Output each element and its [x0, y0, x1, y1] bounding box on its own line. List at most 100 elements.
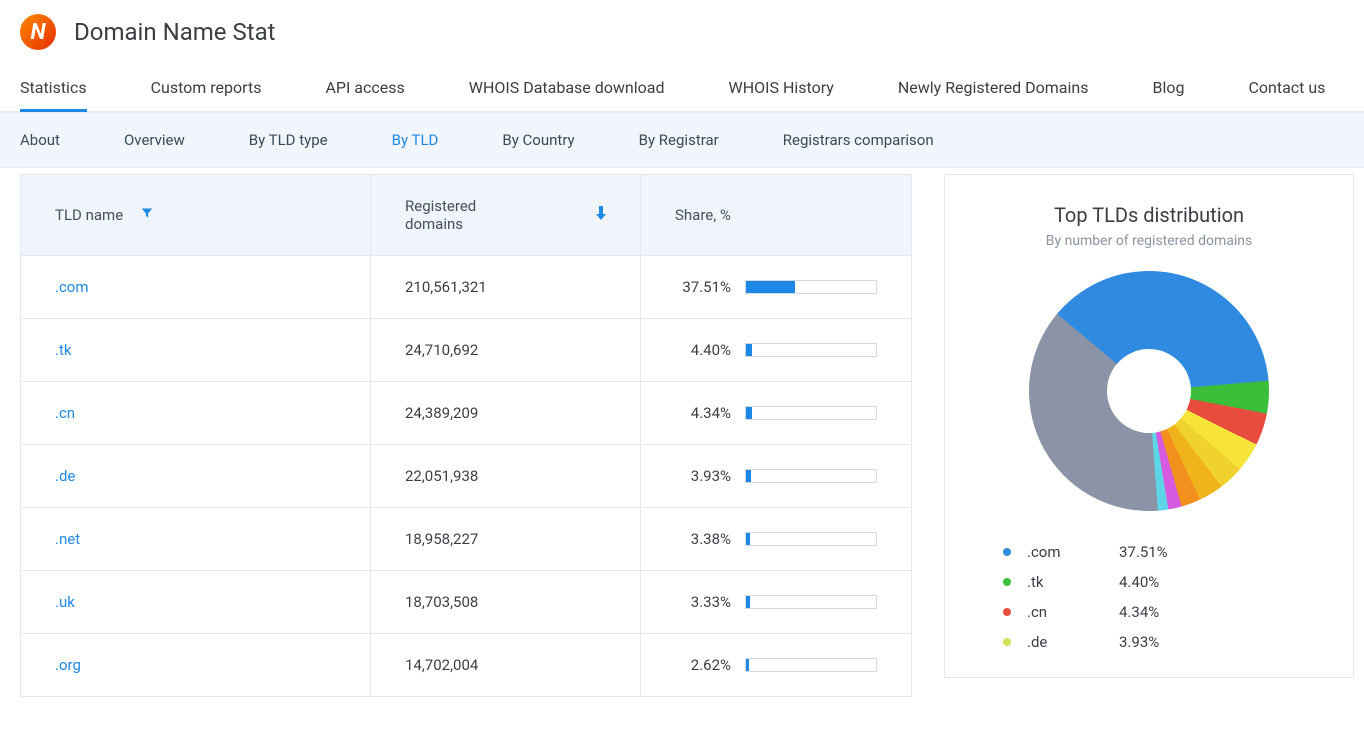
legend-row: .tk 4.40%	[1003, 567, 1295, 597]
legend-dot-icon	[1003, 638, 1011, 646]
sub-nav-item[interactable]: By Registrar	[639, 113, 719, 167]
share-pct-text: 3.33%	[675, 593, 731, 611]
main-nav-item[interactable]: Statistics	[20, 68, 87, 111]
share-bar-fill	[746, 344, 752, 356]
tld-link[interactable]: .cn	[55, 404, 75, 422]
share-bar-fill	[746, 470, 751, 482]
share-pct-text: 4.40%	[675, 341, 731, 359]
cell-registered: 24,710,692	[371, 319, 641, 381]
legend-value: 3.93%	[1119, 633, 1159, 651]
share-bar	[745, 343, 877, 357]
main-nav-item[interactable]: WHOIS History	[729, 68, 834, 111]
cell-share: 3.93%	[641, 445, 911, 507]
table-row: .cn 24,389,209 4.34%	[21, 382, 911, 445]
cell-registered: 24,389,209	[371, 382, 641, 444]
cell-tld-name: .tk	[21, 319, 371, 381]
cell-share: 2.62%	[641, 634, 911, 696]
chart-subtitle: By number of registered domains	[965, 233, 1333, 249]
table-body: .com 210,561,321 37.51% .tk 24,710,692 4.40%.…	[21, 256, 911, 696]
legend-name: .de	[1027, 633, 1075, 651]
share-pct-text: 4.34%	[675, 404, 731, 422]
table-row: .org 14,702,004 2.62%	[21, 634, 911, 696]
th-share-label: Share, %	[675, 206, 731, 224]
cell-tld-name: .de	[21, 445, 371, 507]
chart-card: Top TLDs distribution By number of regis…	[944, 174, 1354, 678]
share-bar-fill	[746, 596, 750, 608]
tld-link[interactable]: .tk	[55, 341, 71, 359]
share-bar-fill	[746, 659, 749, 671]
th-registered-label: Registered domains	[405, 197, 524, 233]
share-bar-fill	[746, 407, 752, 419]
legend-row: .de 3.93%	[1003, 627, 1295, 657]
legend-name: .com	[1027, 543, 1075, 561]
site-logo[interactable]: N	[20, 14, 56, 50]
th-share[interactable]: Share, %	[641, 175, 911, 255]
share-bar-fill	[746, 281, 795, 293]
sub-nav-item[interactable]: By TLD type	[249, 113, 328, 167]
th-tld-name[interactable]: TLD name	[21, 175, 371, 255]
site-title: Domain Name Stat	[74, 18, 276, 46]
main-nav-item[interactable]: Custom reports	[151, 68, 262, 111]
legend-value: 4.40%	[1119, 573, 1159, 591]
share-bar	[745, 595, 877, 609]
main-nav-item[interactable]: Newly Registered Domains	[898, 68, 1089, 111]
table-row: .net 18,958,227 3.38%	[21, 508, 911, 571]
cell-share: 3.38%	[641, 508, 911, 570]
legend-value: 37.51%	[1119, 543, 1168, 561]
tld-link[interactable]: .com	[55, 278, 89, 296]
cell-registered: 14,702,004	[371, 634, 641, 696]
legend-name: .cn	[1027, 603, 1075, 621]
cell-tld-name: .uk	[21, 571, 371, 633]
cell-tld-name: .com	[21, 256, 371, 318]
share-pct-text: 3.38%	[675, 530, 731, 548]
share-pct-text: 37.51%	[675, 278, 731, 296]
th-registered[interactable]: Registered domains	[371, 175, 641, 255]
chart-legend: .com 37.51% .tk 4.40% .cn 4.34% .de 3.93%	[965, 537, 1333, 657]
filter-icon[interactable]	[141, 207, 153, 223]
table-header-row: TLD name Registered domains Share, %	[21, 175, 911, 256]
tld-link[interactable]: .net	[55, 530, 80, 548]
legend-row: .com 37.51%	[1003, 537, 1295, 567]
main-nav-item[interactable]: API access	[325, 68, 404, 111]
tld-table: TLD name Registered domains Share, % .co…	[20, 174, 912, 697]
share-bar	[745, 532, 877, 546]
legend-row: .cn 4.34%	[1003, 597, 1295, 627]
sub-nav-item[interactable]: About	[20, 113, 60, 167]
donut-chart	[1029, 271, 1269, 511]
logo-letter: N	[30, 20, 45, 45]
tld-link[interactable]: .de	[55, 467, 75, 485]
sub-nav-item[interactable]: Registrars comparison	[783, 113, 934, 167]
legend-value: 4.34%	[1119, 603, 1159, 621]
share-pct-text: 2.62%	[675, 656, 731, 674]
table-row: .uk 18,703,508 3.33%	[21, 571, 911, 634]
legend-name: .tk	[1027, 573, 1075, 591]
table-row: .de 22,051,938 3.93%	[21, 445, 911, 508]
cell-registered: 22,051,938	[371, 445, 641, 507]
cell-registered: 18,958,227	[371, 508, 641, 570]
sub-nav-item[interactable]: By TLD	[392, 113, 439, 167]
tld-link[interactable]: .org	[55, 656, 81, 674]
legend-dot-icon	[1003, 608, 1011, 616]
legend-dot-icon	[1003, 578, 1011, 586]
sort-desc-icon[interactable]	[596, 206, 606, 224]
table-row: .com 210,561,321 37.51%	[21, 256, 911, 319]
donut-wrap	[965, 271, 1333, 511]
share-bar	[745, 469, 877, 483]
legend-dot-icon	[1003, 548, 1011, 556]
cell-share: 4.34%	[641, 382, 911, 444]
main-nav-item[interactable]: Contact us	[1248, 68, 1325, 111]
cell-registered: 210,561,321	[371, 256, 641, 318]
share-bar	[745, 280, 877, 294]
main-nav-item[interactable]: WHOIS Database download	[469, 68, 665, 111]
cell-share: 37.51%	[641, 256, 911, 318]
table-row: .tk 24,710,692 4.40%	[21, 319, 911, 382]
cell-tld-name: .net	[21, 508, 371, 570]
main-nav-item[interactable]: Blog	[1152, 68, 1184, 111]
tld-link[interactable]: .uk	[55, 593, 75, 611]
sub-nav-item[interactable]: By Country	[502, 113, 574, 167]
share-pct-text: 3.93%	[675, 467, 731, 485]
main-nav: Statistics Custom reports API access WHOIS …	[0, 68, 1364, 112]
sub-nav-item[interactable]: Overview	[124, 113, 185, 167]
cell-share: 3.33%	[641, 571, 911, 633]
cell-registered: 18,703,508	[371, 571, 641, 633]
